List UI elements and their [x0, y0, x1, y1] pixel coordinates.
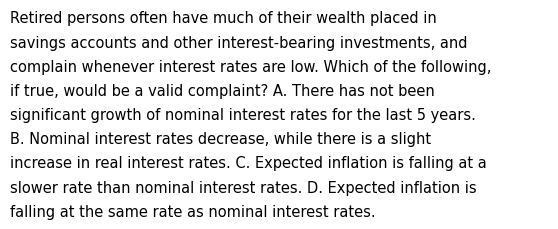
Text: B. Nominal interest rates decrease, while there is a slight: B. Nominal interest rates decrease, whil…: [10, 132, 431, 147]
Text: significant growth of nominal interest rates for the last 5 years.: significant growth of nominal interest r…: [10, 108, 476, 123]
Text: savings accounts and other interest-bearing investments, and: savings accounts and other interest-bear…: [10, 35, 468, 50]
Text: complain whenever interest rates are low. Which of the following,: complain whenever interest rates are low…: [10, 60, 492, 74]
Text: if true, would be a valid complaint? A. There has not been: if true, would be a valid complaint? A. …: [10, 84, 435, 98]
Text: falling at the same rate as nominal interest rates.: falling at the same rate as nominal inte…: [10, 204, 376, 219]
Text: increase in real interest rates. C. Expected inflation is falling at a: increase in real interest rates. C. Expe…: [10, 156, 487, 171]
Text: slower rate than nominal interest rates. D. Expected inflation is: slower rate than nominal interest rates.…: [10, 180, 477, 195]
Text: Retired persons often have much of their wealth placed in: Retired persons often have much of their…: [10, 11, 437, 26]
